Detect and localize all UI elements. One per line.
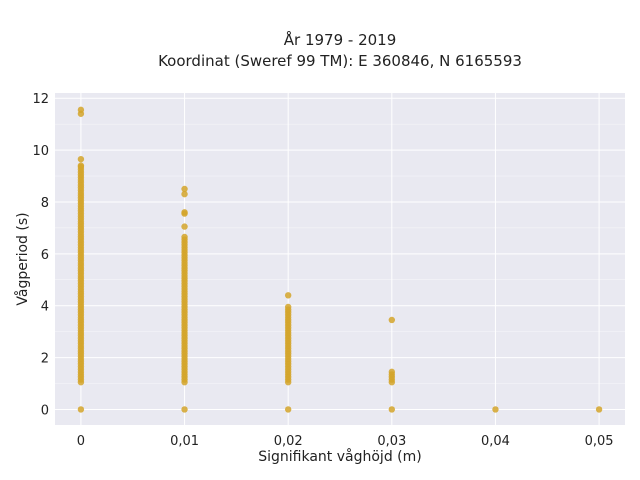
data-point — [77, 406, 85, 413]
data-point — [77, 162, 85, 169]
data-points — [77, 106, 603, 413]
y-tick-label: 0 — [41, 403, 49, 418]
data-point — [77, 155, 85, 163]
data-point — [77, 106, 85, 114]
data-point — [181, 223, 188, 230]
y-tick-label: 4 — [41, 300, 49, 315]
data-point — [388, 406, 396, 413]
plot-area — [55, 93, 625, 425]
data-point — [284, 292, 292, 299]
data-point — [284, 406, 292, 413]
x-tick-label: 0,02 — [274, 434, 303, 449]
y-tick-label: 6 — [41, 248, 49, 263]
data-point — [492, 406, 499, 413]
grid-lines — [55, 93, 625, 425]
x-tick-label: 0 — [77, 434, 85, 449]
x-tick-label: 0,03 — [377, 434, 406, 449]
y-tick-labels: 0 2 4 6 8 10 12 — [32, 92, 49, 418]
data-point — [388, 368, 396, 376]
y-tick-label: 12 — [32, 92, 49, 107]
x-tick-label: 0,01 — [170, 434, 199, 449]
x-axis-label: Signifikant våghöjd (m) — [258, 448, 421, 465]
y-axis-label: Vågperiod (s) — [14, 212, 31, 305]
data-point — [181, 190, 188, 198]
chart-title-line2: Koordinat (Sweref 99 TM): E 360846, N 61… — [158, 52, 522, 70]
data-point — [181, 233, 188, 241]
data-point — [181, 185, 188, 193]
chart-title-line1: År 1979 - 2019 — [284, 30, 397, 49]
data-point — [595, 406, 603, 413]
y-tick-label: 10 — [32, 144, 49, 159]
data-point — [181, 406, 188, 413]
y-tick-label: 2 — [41, 352, 49, 367]
y-tick-label: 8 — [41, 196, 49, 211]
data-point — [388, 316, 396, 324]
x-tick-label: 0,05 — [585, 434, 614, 449]
data-point — [181, 209, 188, 216]
x-tick-labels: 0 0,01 0,02 0,03 0,04 0,05 — [77, 434, 614, 449]
data-point — [284, 303, 292, 311]
x-tick-label: 0,04 — [481, 434, 510, 449]
